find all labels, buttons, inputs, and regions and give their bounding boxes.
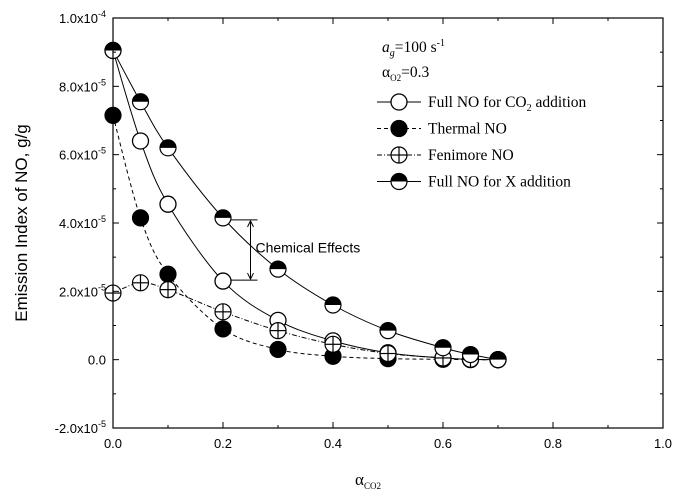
legend-label-3: Full NO for X addition — [428, 174, 571, 191]
data-point-s1-1 — [131, 209, 150, 227]
data-point-s3-8 — [461, 345, 480, 364]
x-tick-label: 0.0 — [104, 436, 122, 451]
y-axis-label: Emission Index of NO, g/g — [12, 124, 31, 322]
data-point-s1-3 — [214, 320, 232, 338]
y-tick-label: -2.0x10-5 — [55, 419, 106, 436]
data-point-s1-4 — [269, 340, 287, 359]
y-tick-label: 0.0 — [88, 353, 106, 368]
series-line-1 — [112, 115, 499, 361]
condition-oxygen-fraction: αO2=0.3 — [382, 64, 429, 83]
legend-label-2: Fenimore NO — [428, 147, 514, 164]
data-point-s2-3 — [214, 303, 232, 321]
data-point-s3-9 — [489, 351, 507, 369]
annotation-arrowhead-up — [247, 219, 254, 228]
legend-entry-3: Full NO for X addition — [377, 172, 571, 191]
y-tick-label: 8.0x10-5 — [59, 77, 106, 94]
legend-marker-0 — [390, 93, 408, 111]
annotation-label: Chemical Effects — [256, 239, 361, 255]
data-point-s2-2 — [159, 281, 177, 299]
data-point-s2-1 — [131, 274, 150, 292]
annotation-arrowhead-down — [247, 272, 254, 281]
x-tick-label: 0.2 — [214, 436, 232, 451]
y-tick-label: 6.0x10-5 — [59, 146, 106, 163]
x-axis-label: αCO2 — [355, 470, 381, 491]
y-tick-label: 1.0x10-4 — [59, 9, 106, 26]
data-point-s1-2 — [159, 265, 177, 283]
x-tick-label: 0.6 — [434, 436, 452, 451]
legend-marker-3 — [390, 172, 408, 191]
legend-entry-2: Fenimore NO — [377, 146, 514, 164]
series-line-2 — [112, 282, 499, 361]
legend-label-0: Full NO for CO2 addition — [428, 94, 587, 114]
legend-marker-2 — [390, 146, 408, 164]
data-point-s0-2 — [159, 195, 177, 213]
series-line-3 — [112, 50, 499, 361]
chemical-effects-annotation: Chemical Effects — [231, 219, 361, 281]
x-tick-label: 0.8 — [544, 436, 562, 451]
legend-entry-1: Thermal NO — [377, 119, 507, 138]
data-point-s2-6 — [379, 344, 397, 363]
axes: 0.0 0.2 0.4 0.6 0.8 1.0-2.0x10-50.02.0x10-54.… — [12, 9, 672, 491]
plot-area: Chemical Effects — [104, 41, 507, 369]
data-point-s3-4 — [269, 260, 287, 278]
x-tick-label: 1.0 — [654, 436, 672, 451]
data-point-s3-7 — [434, 339, 452, 357]
legend: ag=100 s-1 αO2=0.3 Full NO for CO2 additio… — [377, 38, 587, 191]
data-point-s3-2 — [159, 139, 177, 157]
data-point-s0-1 — [131, 132, 150, 150]
data-point-s3-5 — [324, 296, 342, 314]
legend-entry-0: Full NO for CO2 addition — [377, 93, 587, 114]
y-tick-label: 2.0x10-5 — [59, 282, 106, 299]
data-point-s0-3 — [214, 272, 232, 290]
data-point-s3-1 — [131, 93, 150, 111]
x-tick-label: 0.4 — [324, 436, 342, 451]
legend-marker-1 — [390, 119, 408, 138]
condition-strain-rate: ag=100 s-1 — [382, 38, 445, 59]
legend-label-1: Thermal NO — [428, 121, 507, 138]
data-point-s3-3 — [214, 209, 232, 227]
data-point-s3-6 — [379, 322, 397, 340]
y-tick-label: 4.0x10-5 — [59, 214, 106, 231]
data-point-s2-5 — [324, 335, 342, 353]
data-point-s2-4 — [269, 322, 287, 340]
